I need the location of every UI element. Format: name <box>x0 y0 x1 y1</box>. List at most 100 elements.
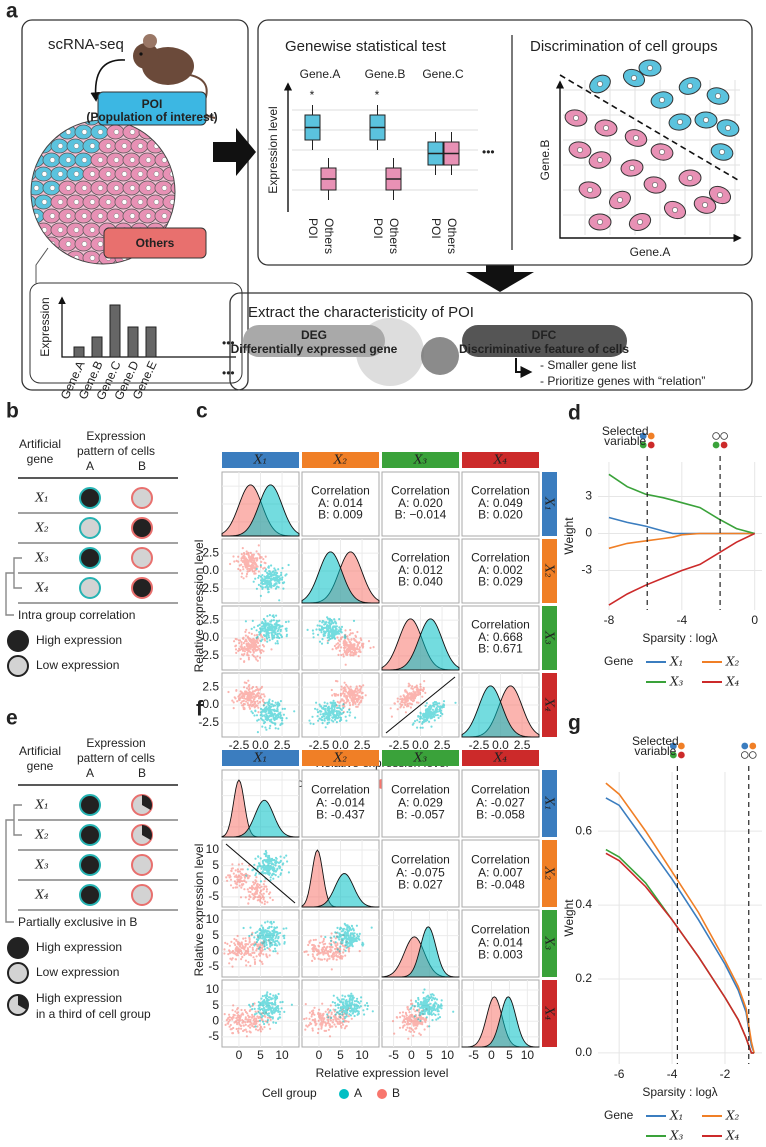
nucleus <box>153 199 160 205</box>
group-label: A <box>86 766 94 780</box>
legend-label: X₄ <box>725 675 740 689</box>
deg-label: DEG <box>301 328 327 342</box>
strip <box>462 452 539 468</box>
facet <box>381 471 460 537</box>
header: gene <box>27 759 54 773</box>
y-tick-label: 5 <box>212 998 219 1012</box>
strip <box>382 452 459 468</box>
nucleus <box>31 143 32 149</box>
nucleus <box>31 171 32 177</box>
x-tick-label: 10 <box>275 1048 289 1062</box>
significance: * <box>375 88 380 102</box>
x-tick-label: -2.5 <box>309 738 330 752</box>
group-label: B <box>138 459 146 473</box>
expression-dot <box>131 854 153 876</box>
point-cloud <box>229 544 267 580</box>
gene-label: X₂ <box>34 828 49 842</box>
corr-b: B: −0.014 <box>395 508 447 522</box>
corr-title: Correlation <box>311 483 370 497</box>
title: Genewise statistical test <box>285 38 447 55</box>
nucleus <box>659 149 665 155</box>
y-tick-label: 0.2 <box>575 971 592 985</box>
gene-label: X₂ <box>34 521 49 535</box>
group-label: POI <box>306 218 320 239</box>
gene-label: Gene.B <box>365 67 406 81</box>
y-axis-label: Weight <box>562 517 576 555</box>
nucleus <box>597 81 603 87</box>
corr-b: B: 0.040 <box>398 575 443 589</box>
nucleus <box>65 129 72 135</box>
x-tick-label: 0 <box>751 613 758 627</box>
nucleus <box>105 171 112 177</box>
nucleus <box>113 213 120 219</box>
strip <box>542 606 557 670</box>
x-axis-label: Sparsity : logλ <box>642 631 717 645</box>
corr-title: Correlation <box>391 782 450 796</box>
nucleus <box>31 255 32 261</box>
strip-label: X₂ <box>543 866 557 881</box>
density <box>221 484 300 537</box>
density <box>221 799 300 838</box>
x-tick-label: -2.5 <box>469 738 490 752</box>
x-tick-label: 0 <box>236 1048 243 1062</box>
expression-dot <box>79 487 101 509</box>
selected-marker <box>669 751 677 759</box>
ellipsis: ••• <box>482 145 495 159</box>
title: scRNA-seq <box>48 36 124 53</box>
gene-label: X₁ <box>34 491 48 505</box>
facet <box>461 605 540 671</box>
strip-label: X₂ <box>543 563 557 578</box>
selected-marker <box>647 432 655 440</box>
nucleus <box>597 219 603 225</box>
nucleus <box>65 213 72 219</box>
nucleus <box>65 157 72 163</box>
nucleus <box>647 65 653 71</box>
nucleus <box>49 213 56 219</box>
nucleus <box>57 120 64 121</box>
x-tick-label: 0.0 <box>492 738 509 752</box>
selected-marker <box>639 432 647 440</box>
nucleus <box>33 241 40 247</box>
expression-dot <box>79 824 101 846</box>
y-tick-label: 0 <box>212 943 219 957</box>
nucleus <box>145 129 152 135</box>
nucleus <box>577 147 583 153</box>
corr-a: A: 0.012 <box>398 563 443 577</box>
y-axis-label: Relative expression level <box>192 540 206 673</box>
panel-label: a <box>6 0 18 23</box>
nucleus <box>178 130 183 135</box>
cell <box>154 124 173 140</box>
nucleus <box>717 192 723 198</box>
head <box>133 43 159 69</box>
nucleus <box>41 199 48 205</box>
series-line <box>605 797 755 1054</box>
nucleus <box>121 199 128 205</box>
corr-b: B: -0.437 <box>316 808 365 822</box>
legend-key <box>339 1089 349 1099</box>
nucleus <box>113 185 120 191</box>
corr-title: Correlation <box>471 483 530 497</box>
y-tick-label: 5 <box>212 858 219 872</box>
corr-title: Correlation <box>471 550 530 564</box>
annotation: Selected <box>602 424 649 438</box>
selected-marker <box>669 742 677 750</box>
legend-label: in a third of cell group <box>36 1007 151 1021</box>
x-tick-label: 5 <box>337 1048 344 1062</box>
nucleus <box>81 129 88 135</box>
strip <box>542 840 557 907</box>
deg-pill <box>243 325 385 357</box>
selected-marker <box>712 432 720 440</box>
facet <box>461 769 540 838</box>
nucleus <box>89 255 96 261</box>
corr-b: B: -0.058 <box>476 808 525 822</box>
selected-marker <box>720 441 728 449</box>
x-tick-label: 0 <box>408 1048 415 1062</box>
header: pattern of cells <box>77 444 155 458</box>
cell <box>31 236 45 252</box>
nucleus <box>573 115 579 121</box>
x-tick-label: 5 <box>426 1048 433 1062</box>
nucleus <box>161 213 168 219</box>
density <box>461 685 540 738</box>
others-label: Others <box>136 236 175 250</box>
bar <box>91 336 103 358</box>
